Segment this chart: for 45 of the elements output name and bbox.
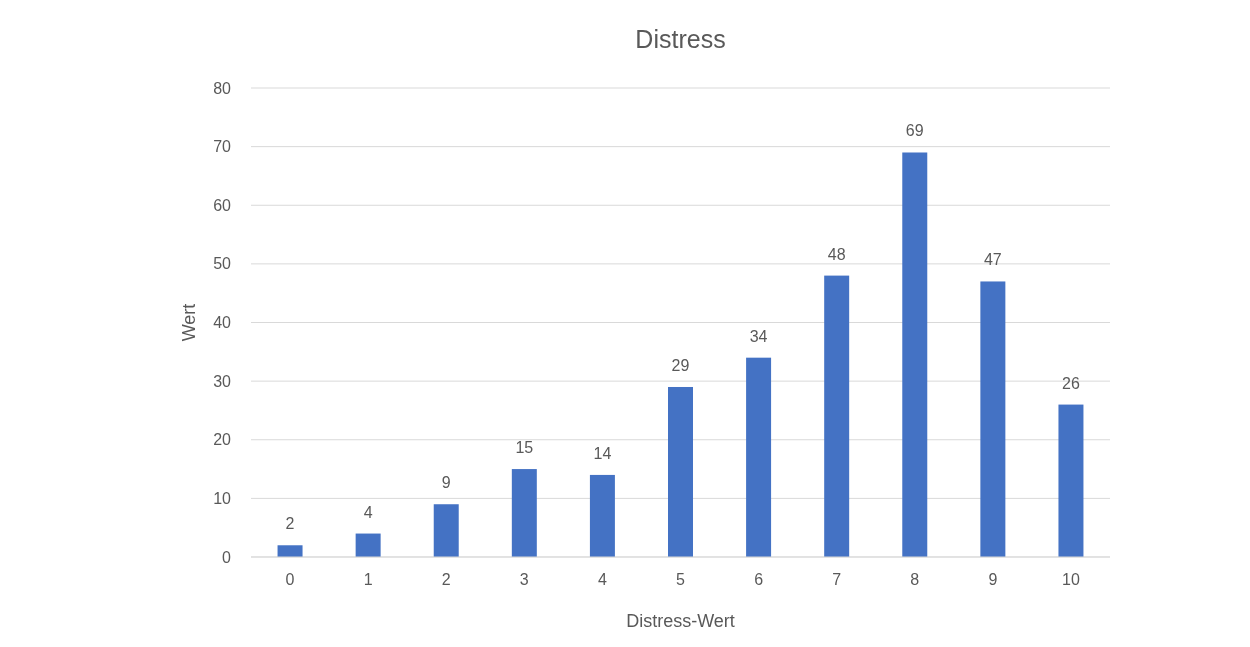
- bar: [824, 275, 850, 557]
- x-tick-label: 6: [754, 571, 764, 588]
- bar: [277, 545, 303, 557]
- bar: [1058, 404, 1084, 557]
- y-tick-label: 70: [213, 138, 232, 156]
- data-label: 15: [515, 439, 534, 457]
- data-label: 29: [671, 356, 690, 374]
- data-label: 4: [363, 503, 373, 521]
- bar: [980, 281, 1006, 557]
- x-tick-label: 4: [597, 571, 607, 588]
- y-tick-label: 60: [213, 196, 232, 214]
- bar: [902, 152, 928, 557]
- y-tick-label: 30: [213, 372, 232, 390]
- bar: [746, 357, 772, 557]
- bar: [589, 474, 615, 557]
- data-label: 26: [1062, 374, 1080, 392]
- x-tick-label: 10: [1062, 571, 1080, 588]
- y-tick-label: 50: [213, 255, 232, 273]
- data-label: 34: [749, 327, 768, 345]
- x-tick-label: 5: [676, 571, 686, 588]
- bar: [355, 533, 381, 557]
- x-tick-label: 8: [910, 571, 920, 588]
- bar: [668, 386, 693, 557]
- y-axis-title: Wert: [179, 303, 199, 342]
- y-tick-label: 40: [213, 314, 232, 332]
- bar: [511, 469, 537, 557]
- data-label: 2: [285, 515, 295, 533]
- y-tick-label: 0: [222, 548, 232, 566]
- x-tick-label: 1: [363, 571, 373, 588]
- y-tick-label: 80: [213, 79, 232, 97]
- chart-title: Distress: [635, 25, 726, 53]
- data-label: 48: [827, 245, 846, 263]
- bar: [433, 504, 459, 557]
- x-tick-label: 7: [832, 571, 842, 588]
- y-tick-label: 10: [213, 489, 232, 507]
- data-label: 69: [905, 122, 924, 140]
- x-tick-label: 2: [441, 571, 451, 588]
- data-label: 47: [983, 251, 1002, 269]
- x-tick-label: 0: [285, 571, 295, 588]
- data-label: 9: [441, 474, 451, 492]
- x-tick-label: 3: [519, 571, 529, 588]
- x-axis-title: Distress-Wert: [626, 611, 735, 631]
- x-tick-label: 9: [988, 571, 998, 588]
- data-label: 14: [593, 444, 612, 462]
- y-tick-label: 20: [213, 431, 232, 449]
